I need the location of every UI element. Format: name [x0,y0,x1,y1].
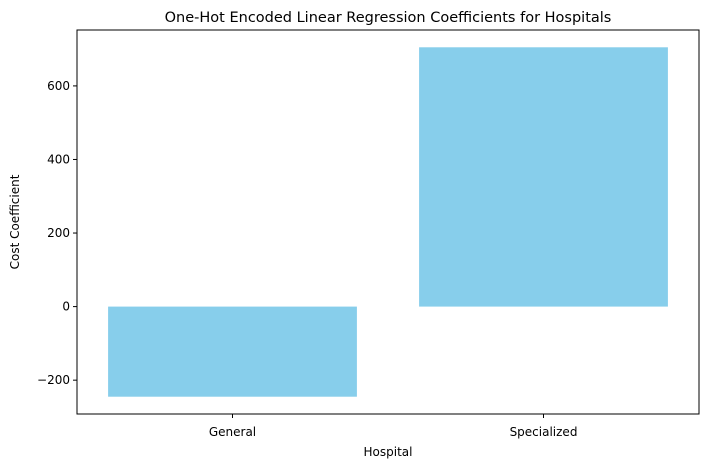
y-axis-label: Cost Coefficient [8,174,22,269]
y-tick-label: 600 [47,79,70,93]
bar-specialized [419,47,668,307]
y-tick-label: 400 [47,152,70,166]
plot-area: −200 0 200 400 600 General Specialized [37,29,700,439]
chart-title: One-Hot Encoded Linear Regression Coeffi… [165,10,612,26]
y-tick-label: 200 [47,226,70,240]
bar-general [108,306,357,397]
x-tick-label: General [209,425,256,439]
x-tick-label: Specialized [510,425,578,439]
x-axis-label: Hospital [364,445,413,459]
y-tick-label: −200 [37,373,70,387]
y-tick-label: 0 [62,300,70,314]
plot-frame [76,29,700,415]
